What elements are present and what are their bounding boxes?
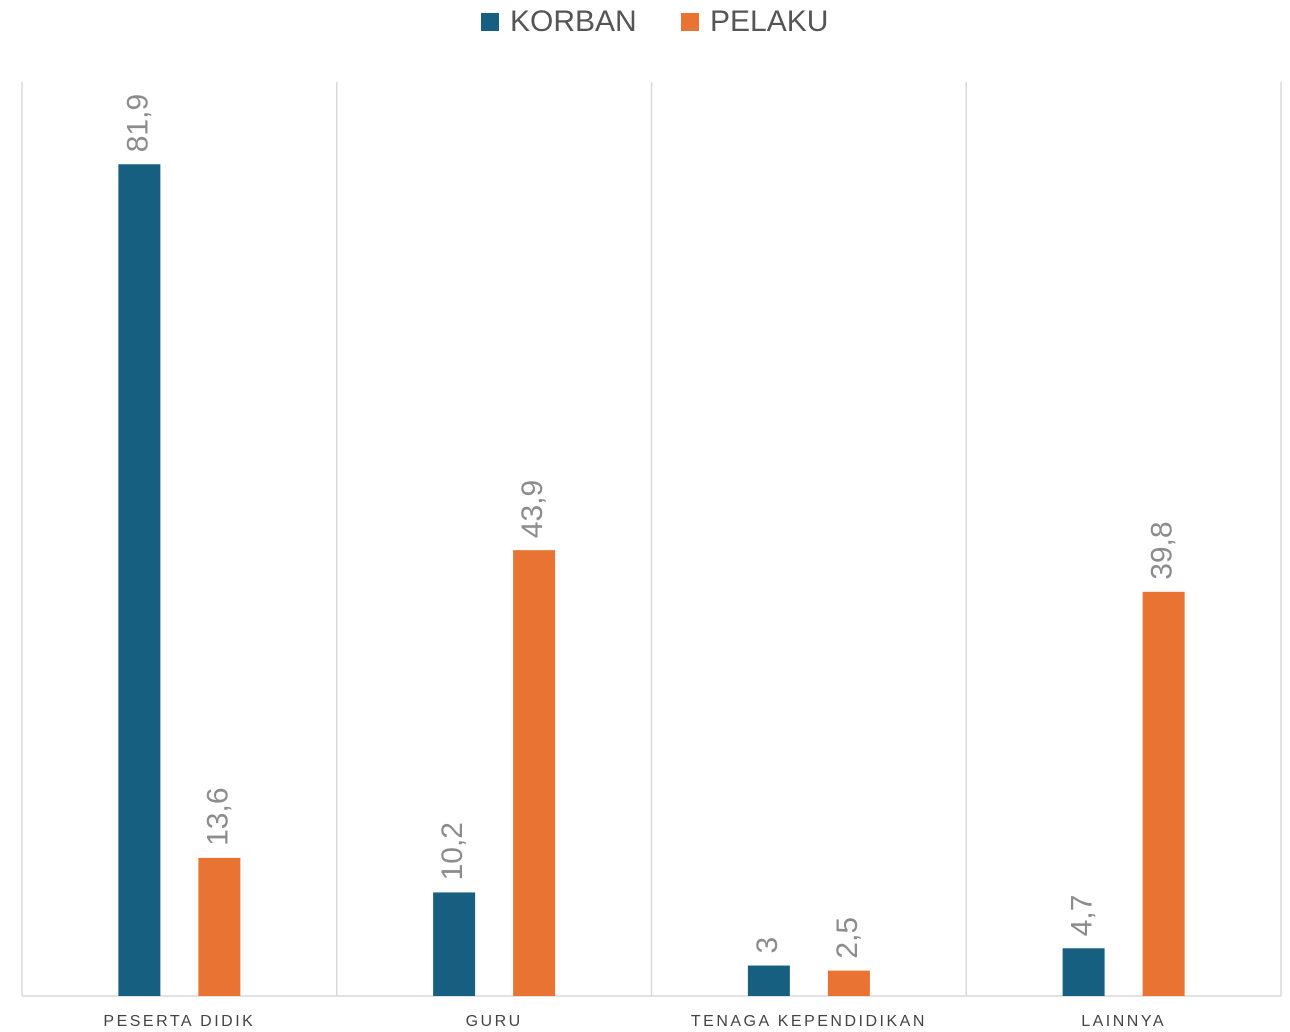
value-label: 13,6 xyxy=(201,787,234,845)
value-label: 4,7 xyxy=(1066,895,1099,937)
value-label: 2,5 xyxy=(831,917,864,959)
bar xyxy=(198,857,241,996)
x-tick-label: PESERTA DIDIK xyxy=(103,1013,255,1030)
x-tick-label: GURU xyxy=(466,1013,523,1030)
x-tick-label: TENAGA KEPENDIDIKAN xyxy=(691,1013,927,1030)
x-tick-label: LAINNYA xyxy=(1081,1013,1166,1030)
bar xyxy=(513,550,556,996)
legend-label: PELAKU xyxy=(710,5,828,38)
value-label: 10,2 xyxy=(436,822,469,880)
value-label: 3 xyxy=(751,937,784,954)
bar xyxy=(1142,591,1185,996)
value-label: 39,8 xyxy=(1146,521,1179,579)
value-label: 43,9 xyxy=(516,480,549,538)
bar xyxy=(827,970,870,996)
bar xyxy=(747,965,790,996)
bar xyxy=(1062,948,1105,996)
legend-swatch xyxy=(681,13,699,31)
value-label: 81,9 xyxy=(121,94,154,152)
bar xyxy=(433,892,476,996)
legend-label: KORBAN xyxy=(510,5,637,38)
legend-swatch xyxy=(481,13,499,31)
bar xyxy=(118,164,161,996)
